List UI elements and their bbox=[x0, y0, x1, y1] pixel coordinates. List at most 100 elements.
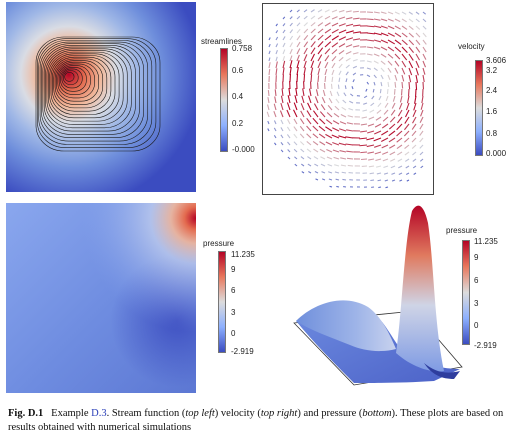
caption-text: ). These plots are based on results obta… bbox=[8, 408, 504, 433]
velocity-arrow bbox=[397, 109, 403, 117]
caption-text: . Stream function ( bbox=[106, 408, 186, 419]
velocity-arrow bbox=[299, 125, 305, 132]
velocity-arrow bbox=[373, 11, 380, 14]
velocity-arrow bbox=[374, 144, 382, 148]
velocity-arrow bbox=[287, 156, 291, 160]
pressure-3d-tick: 6 bbox=[474, 276, 479, 285]
velocity-arrow bbox=[345, 51, 352, 55]
velocity-arrow bbox=[325, 119, 333, 125]
velocity-arrow bbox=[398, 165, 403, 169]
velocity-arrow bbox=[396, 123, 403, 131]
velocity-arrow bbox=[373, 39, 382, 43]
velocity-tick: 0.000 bbox=[486, 149, 507, 158]
velocity-arrow bbox=[282, 67, 285, 76]
velocity-arrow bbox=[280, 142, 284, 146]
velocity-arrow bbox=[387, 53, 394, 59]
velocity-arrow bbox=[293, 133, 298, 139]
velocity-arrow bbox=[268, 50, 271, 55]
velocity-arrow bbox=[345, 57, 351, 62]
velocity-arrow bbox=[380, 53, 387, 58]
velocity-arrow bbox=[413, 172, 417, 175]
velocity-arrow bbox=[408, 67, 413, 76]
velocity-arrow bbox=[338, 36, 347, 41]
velocity-arrow bbox=[303, 9, 308, 13]
velocity-arrow bbox=[280, 119, 284, 125]
velocity-arrow bbox=[345, 37, 354, 41]
velocity-arrow bbox=[408, 39, 415, 46]
velocity-arrow bbox=[390, 109, 396, 116]
velocity-arrow bbox=[275, 61, 278, 69]
velocity-arrow bbox=[322, 89, 326, 97]
example-reference-link[interactable]: D.3 bbox=[91, 408, 107, 419]
velocity-arrow bbox=[380, 32, 389, 37]
velocity-arrow bbox=[413, 102, 417, 111]
pressure-3d-colorbar bbox=[462, 240, 470, 345]
velocity-arrow bbox=[280, 149, 284, 153]
velocity-arrow bbox=[380, 11, 387, 15]
velocity-arrow bbox=[422, 67, 426, 75]
velocity-arrow bbox=[352, 65, 358, 69]
caption-bottom: bottom bbox=[362, 408, 392, 419]
velocity-arrow bbox=[398, 102, 403, 110]
velocity-arrow bbox=[401, 74, 405, 82]
velocity-arrow bbox=[287, 119, 291, 125]
velocity-arrow bbox=[352, 17, 360, 20]
velocity-arrow bbox=[331, 134, 340, 139]
velocity-arrow bbox=[327, 163, 333, 167]
velocity-arrow bbox=[387, 18, 394, 22]
velocity-arrow bbox=[307, 95, 312, 104]
velocity-arrow bbox=[267, 120, 270, 125]
velocity-arrow bbox=[301, 95, 305, 104]
velocity-arrow bbox=[422, 39, 427, 45]
velocity-arrow bbox=[334, 105, 340, 111]
velocity-arrow bbox=[338, 142, 347, 146]
velocity-arrow bbox=[299, 133, 305, 139]
velocity-arrow bbox=[299, 141, 305, 146]
velocity-arrow bbox=[303, 22, 308, 27]
velocity-arrow bbox=[376, 109, 382, 114]
velocity-arrow bbox=[286, 102, 291, 111]
velocity-arrow bbox=[422, 53, 427, 60]
velocity-arrow bbox=[404, 137, 410, 143]
velocity-arrow bbox=[328, 97, 333, 104]
velocity-tick: 0.8 bbox=[486, 129, 498, 138]
velocity-arrow bbox=[307, 156, 312, 160]
velocity-arrow bbox=[328, 171, 333, 174]
velocity-arrow bbox=[267, 128, 270, 132]
velocity-arrow bbox=[273, 120, 277, 125]
velocity-arrow bbox=[340, 164, 347, 167]
velocity-arrow bbox=[313, 110, 319, 118]
streamline-contour bbox=[49, 53, 120, 119]
velocity-arrow bbox=[275, 56, 278, 62]
velocity-arrow bbox=[394, 60, 400, 67]
velocity-arrow bbox=[383, 165, 389, 169]
velocity-arrow bbox=[345, 17, 353, 20]
velocity-arrow bbox=[351, 86, 354, 90]
velocity-arrow bbox=[310, 67, 314, 76]
velocity-arrow bbox=[294, 95, 298, 104]
velocity-arrow bbox=[296, 54, 300, 62]
velocity-arrow bbox=[268, 62, 271, 69]
velocity-arrow bbox=[352, 52, 359, 55]
velocity-arrow bbox=[267, 89, 270, 97]
velocity-arrow bbox=[387, 32, 395, 37]
velocity-arrow bbox=[394, 74, 398, 81]
pressure-3d-legend-title: pressure bbox=[446, 226, 478, 235]
velocity-arrow bbox=[366, 137, 375, 141]
velocity-arrow bbox=[334, 164, 340, 167]
velocity-arrow bbox=[312, 125, 319, 132]
velocity-arrow bbox=[279, 110, 284, 118]
velocity-arrow bbox=[310, 9, 315, 13]
velocity-arrow bbox=[387, 25, 395, 30]
velocity-arrow bbox=[419, 130, 424, 136]
streamline-contour bbox=[42, 45, 140, 135]
velocity-arrow bbox=[405, 165, 410, 169]
velocity-arrow bbox=[404, 123, 410, 131]
velocity-arrow bbox=[393, 88, 396, 95]
velocity-arrow bbox=[296, 48, 301, 55]
velocity-arrow bbox=[373, 60, 379, 64]
velocity-arrow bbox=[324, 55, 330, 62]
pressure-3d-tick: 11.235 bbox=[474, 237, 498, 246]
velocity-arrow bbox=[341, 106, 347, 111]
streamline-contour bbox=[35, 36, 161, 152]
